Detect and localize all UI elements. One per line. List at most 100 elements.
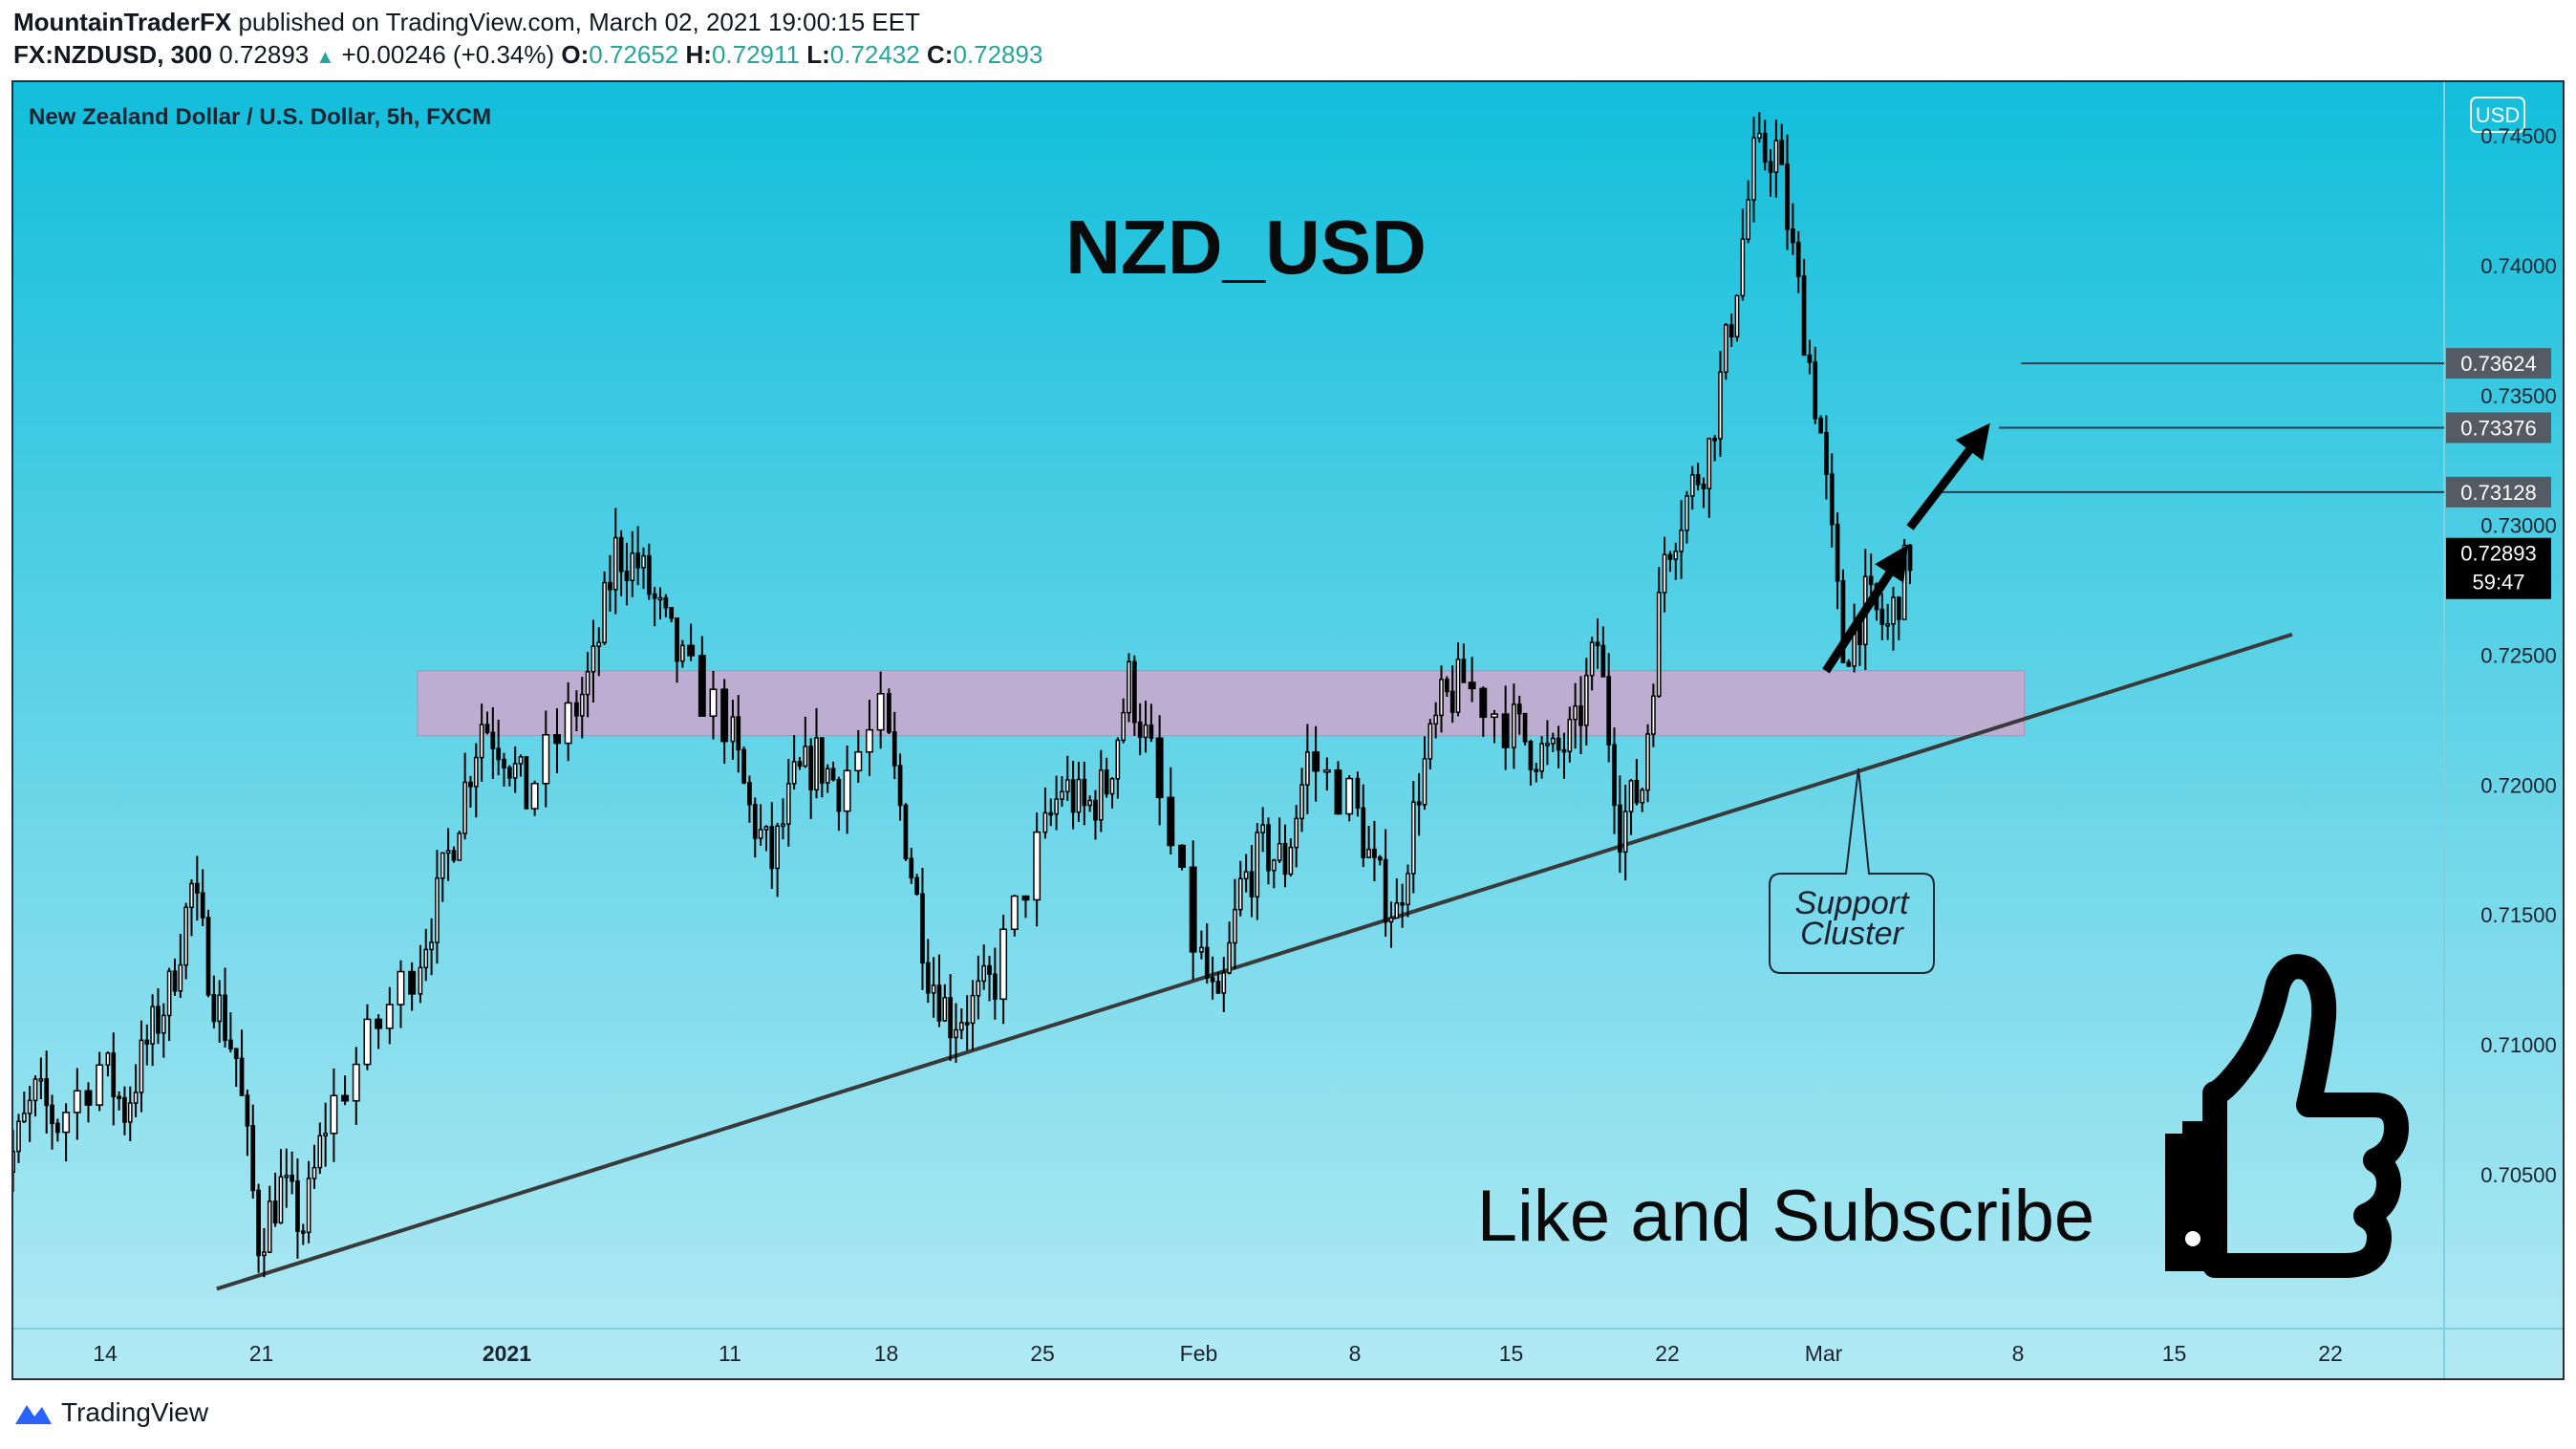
candle-body [228, 1039, 233, 1049]
candle-body [791, 761, 797, 785]
last-price-label: 0.72893 [2460, 542, 2537, 566]
time-tick-label: Mar [1805, 1341, 1843, 1366]
candle-body [836, 778, 842, 812]
candle-body [1612, 744, 1617, 807]
candle-body [429, 941, 434, 951]
candle-body [1829, 473, 1835, 526]
price-tick-label: 0.73500 [2480, 384, 2557, 408]
footer-brand[interactable]: TradingView [61, 1397, 209, 1427]
time-axis: 14 21 2021 11 18 25 Feb 8 15 22 Mar 8 15 22 [93, 1341, 2343, 1366]
candle-body [769, 826, 775, 870]
price-tick-label: 0.72500 [2480, 644, 2557, 668]
open-label: O: [561, 40, 590, 69]
candle-body [250, 1125, 256, 1192]
candle-body [161, 1014, 166, 1034]
candle-body [408, 970, 417, 995]
candle-body [111, 1052, 117, 1097]
candle-body [843, 769, 851, 812]
candle-body [139, 1039, 144, 1093]
time-tick-label: 15 [1499, 1341, 1524, 1366]
up-triangle-icon: ▲ [315, 47, 335, 68]
candle-body [1400, 902, 1405, 906]
candle-body [1215, 981, 1221, 994]
candle-body [866, 728, 873, 753]
candle-body [630, 552, 635, 582]
candle-body [920, 893, 925, 964]
candle-body [1233, 908, 1237, 944]
candle-body [830, 768, 836, 781]
candle-body [479, 724, 484, 759]
candle-body [1299, 784, 1304, 820]
candle-body [1312, 751, 1320, 772]
candle-body [84, 1090, 93, 1106]
projection-arrows [1822, 422, 1990, 674]
candle-body [1795, 241, 1801, 277]
tradingview-logo-icon[interactable] [13, 1399, 54, 1426]
candle-body [183, 906, 189, 966]
candle-body [903, 804, 909, 860]
candle-body [1578, 704, 1583, 726]
price-tick-label: 0.74500 [2480, 124, 2557, 148]
candle-body [964, 1022, 970, 1026]
candle-body [1573, 704, 1578, 721]
candle-body [473, 756, 479, 788]
last-price-badge [2446, 537, 2551, 599]
time-tick-label: 18 [874, 1341, 899, 1366]
candle-body [758, 829, 763, 839]
candle-body [44, 1078, 50, 1107]
candle-body [954, 1028, 958, 1039]
candle-body [1606, 676, 1612, 746]
currency-badge[interactable]: USD [2470, 97, 2525, 133]
candle-body [652, 593, 657, 599]
candle-body [641, 554, 646, 569]
candle-body [262, 1251, 267, 1257]
candle-body [1388, 917, 1394, 923]
candle-body [1512, 703, 1516, 748]
high-label: H: [685, 40, 712, 69]
candle-body [363, 1018, 372, 1066]
publish-info: MountainTraderFX published on TradingVie… [13, 8, 920, 37]
candle-body [122, 1096, 127, 1123]
candle-body [217, 994, 223, 1023]
candle-body [1227, 941, 1232, 974]
candle-body [993, 973, 998, 1001]
candle-body [1885, 623, 1891, 627]
chart-frame[interactable]: New Zealand Dollar / U.S. Dollar, 5h, FX… [11, 80, 2565, 1380]
candle-body [1064, 779, 1070, 793]
time-tick-label: 2021 [483, 1341, 531, 1366]
thumbs-up-icon[interactable] [2165, 954, 2409, 1278]
candle-body [1618, 804, 1622, 854]
price-tick-label: 0.70500 [2480, 1163, 2557, 1187]
candle-body [675, 617, 679, 662]
candle-body [435, 877, 440, 943]
candle-body [803, 746, 808, 768]
candle-body [156, 1006, 161, 1034]
price-tick-label: 0.71500 [2480, 903, 2557, 927]
candle-body [590, 645, 596, 673]
candle-body [13, 1150, 16, 1173]
time-tick-label: 15 [2162, 1341, 2187, 1366]
support-zone-rect [417, 670, 2026, 737]
candle-body [1377, 856, 1383, 861]
candle-body [194, 882, 200, 894]
price-tick-label: 0.72000 [2480, 773, 2557, 797]
candles [13, 112, 1913, 1278]
candle-body [1640, 789, 1645, 804]
candle-body [1634, 780, 1640, 804]
target-level-label: 0.73624 [2460, 352, 2537, 376]
candle-body [1294, 817, 1299, 849]
publisher-name[interactable]: MountainTraderFX [13, 8, 232, 36]
candle-body [1891, 596, 1896, 625]
candle-body [306, 1178, 311, 1234]
candle-body [942, 997, 948, 1022]
candle-body [330, 1094, 338, 1135]
candle-body [1589, 641, 1595, 677]
price-chart[interactable]: New Zealand Dollar / U.S. Dollar, 5h, FX… [13, 82, 2563, 1378]
candle-body [457, 833, 462, 861]
time-tick-label: 14 [93, 1341, 118, 1366]
candle-body [1288, 846, 1294, 876]
candle-body [484, 724, 490, 734]
candle-body [1773, 140, 1779, 173]
candle-body [127, 1102, 133, 1123]
candle-body [451, 850, 457, 861]
